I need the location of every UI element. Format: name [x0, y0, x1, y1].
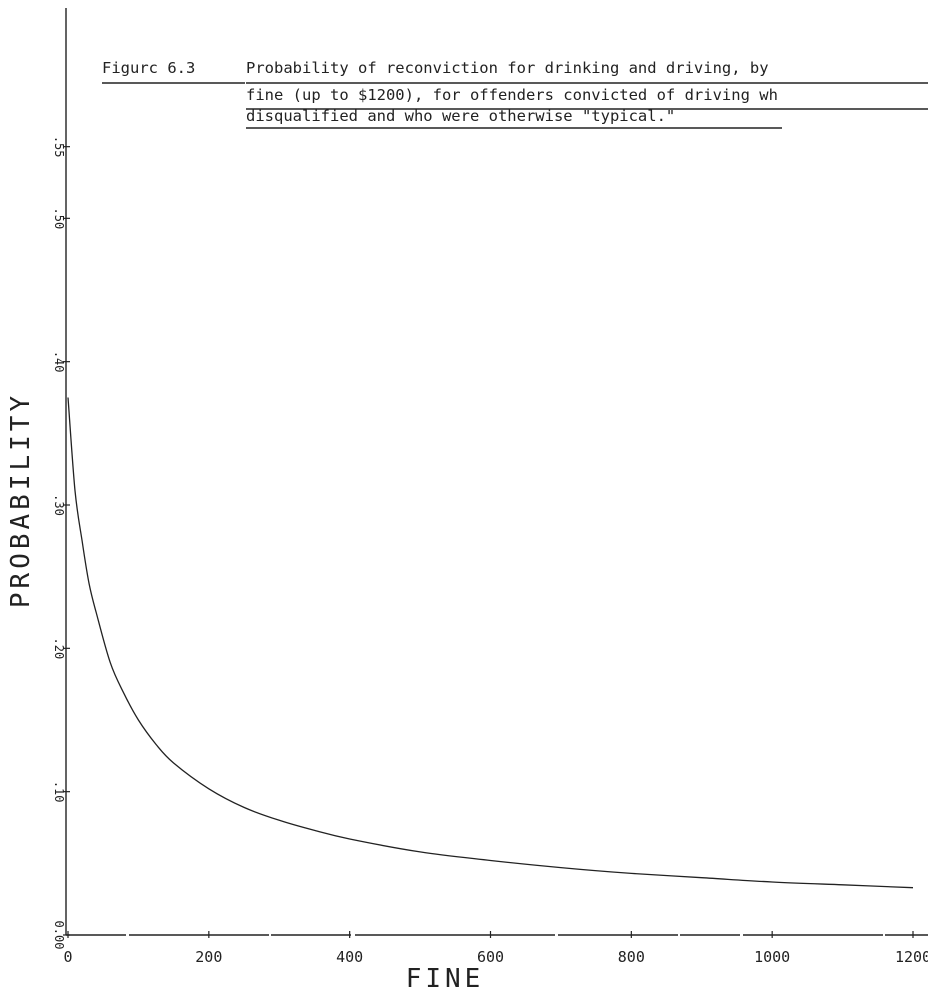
caption-line-2: fine (up to $1200), for offenders convic… [246, 86, 778, 104]
y-ticks: 0.00 .10 .20 .30 .40 .50 .55 [52, 136, 70, 950]
y-tick-label: .40 [52, 351, 66, 373]
caption-line-1: Probability of reconviction for drinking… [246, 59, 769, 77]
x-tick-label: 600 [477, 948, 504, 966]
x-tick-label: 400 [336, 948, 363, 966]
y-tick-label: .30 [52, 494, 66, 516]
x-tick-label: 800 [618, 948, 645, 966]
x-tick-label: 200 [195, 948, 222, 966]
y-tick-label: .55 [52, 136, 66, 158]
y-tick-label: 0.00 [52, 921, 66, 950]
caption-label: Figurc 6.3 [102, 59, 195, 77]
series-line-0 [68, 398, 913, 888]
y-tick-label: .50 [52, 207, 66, 229]
x-tick-label: 0 [63, 948, 72, 966]
x-tick-label: 1200 [895, 948, 928, 966]
caption: Figurc 6.3 Probability of reconviction f… [102, 59, 928, 128]
y-tick-label: .10 [52, 781, 66, 803]
x-tick-label: 1000 [754, 948, 790, 966]
y-tick-label: .20 [52, 637, 66, 659]
x-ticks: 0 200 400 600 800 1000 1200 [63, 931, 928, 966]
y-axis-title: PROBABILITY [6, 392, 36, 608]
x-axis-title: FINE [406, 964, 485, 994]
caption-line-3: disqualified and who were otherwise "typ… [246, 107, 675, 125]
series-layer [68, 398, 913, 888]
